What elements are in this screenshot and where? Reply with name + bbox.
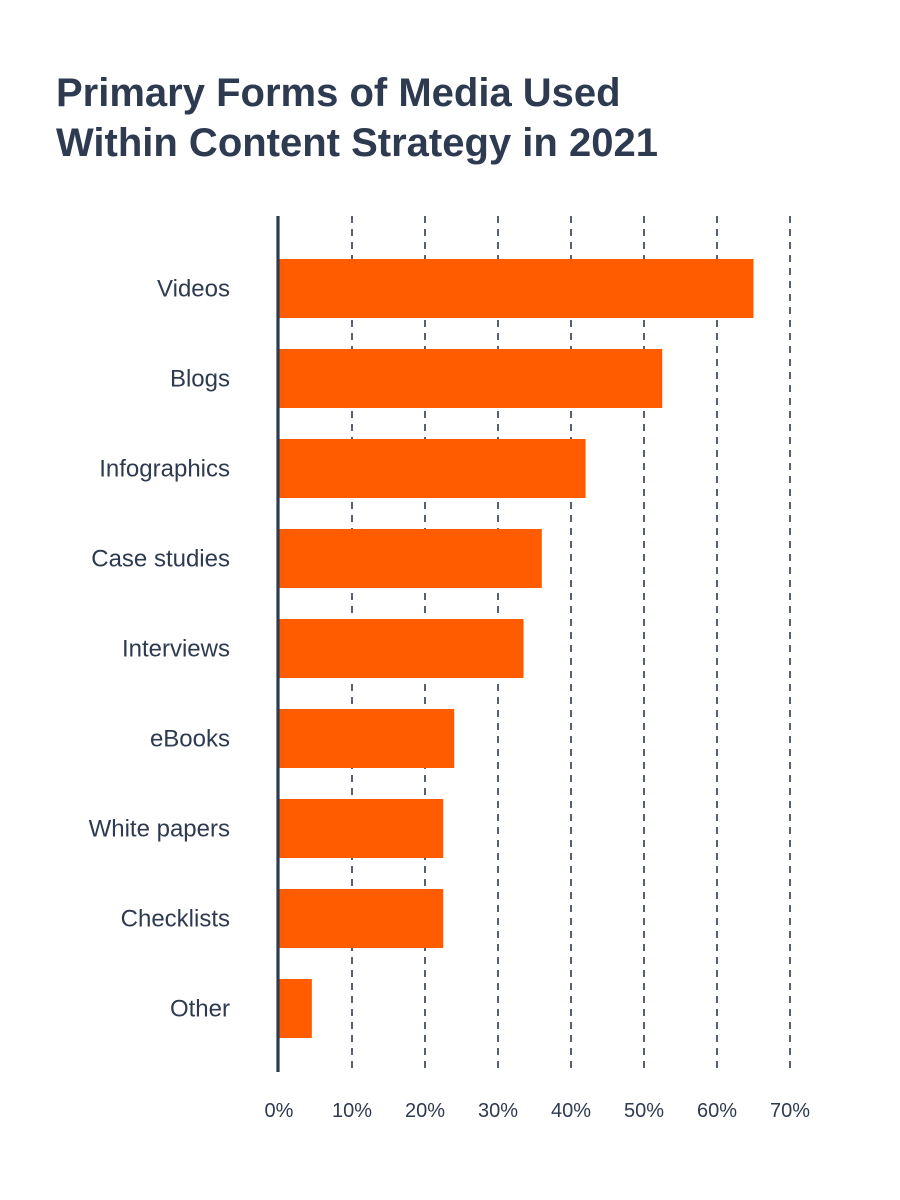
chart-title-line-1: Primary Forms of Media Used (56, 71, 621, 115)
x-tick-label: 30% (478, 1100, 518, 1122)
bar-ebooks (279, 709, 455, 768)
x-tick-label: 10% (332, 1100, 372, 1122)
bar-videos (279, 259, 754, 318)
x-tick-label: 50% (624, 1100, 664, 1122)
x-tick-label: 70% (770, 1100, 810, 1122)
x-tick-label: 20% (405, 1100, 445, 1122)
bar-other (279, 979, 312, 1038)
category-label: eBooks (150, 726, 230, 753)
category-label: Case studies (91, 546, 230, 573)
x-axis-tick-labels: 0% 10% 20% 30% 40% 50% 60% 70% (265, 1100, 811, 1122)
x-tick-label: 40% (551, 1100, 591, 1122)
category-label: Checklists (121, 906, 230, 933)
category-label: Other (170, 996, 230, 1023)
bars (279, 259, 754, 1038)
x-tick-label: 0% (265, 1100, 294, 1122)
category-label: Videos (157, 276, 230, 303)
x-tick-label: 60% (697, 1100, 737, 1122)
category-label: Interviews (122, 636, 230, 663)
chart-title-line-2: Within Content Strategy in 2021 (56, 121, 658, 165)
category-label: Blogs (170, 366, 230, 393)
bar-interviews (279, 619, 524, 678)
category-label: Infographics (99, 456, 230, 483)
category-labels: Videos Blogs Infographics Case studies Inter… (89, 276, 230, 1023)
chart-title: Primary Forms of Media Used Within Conte… (56, 68, 856, 168)
bar-infographics (279, 439, 586, 498)
bar-case-studies (279, 529, 542, 588)
category-label: White papers (89, 816, 230, 843)
bar-white-papers (279, 799, 444, 858)
bar-blogs (279, 349, 663, 408)
bar-checklists (279, 889, 444, 948)
